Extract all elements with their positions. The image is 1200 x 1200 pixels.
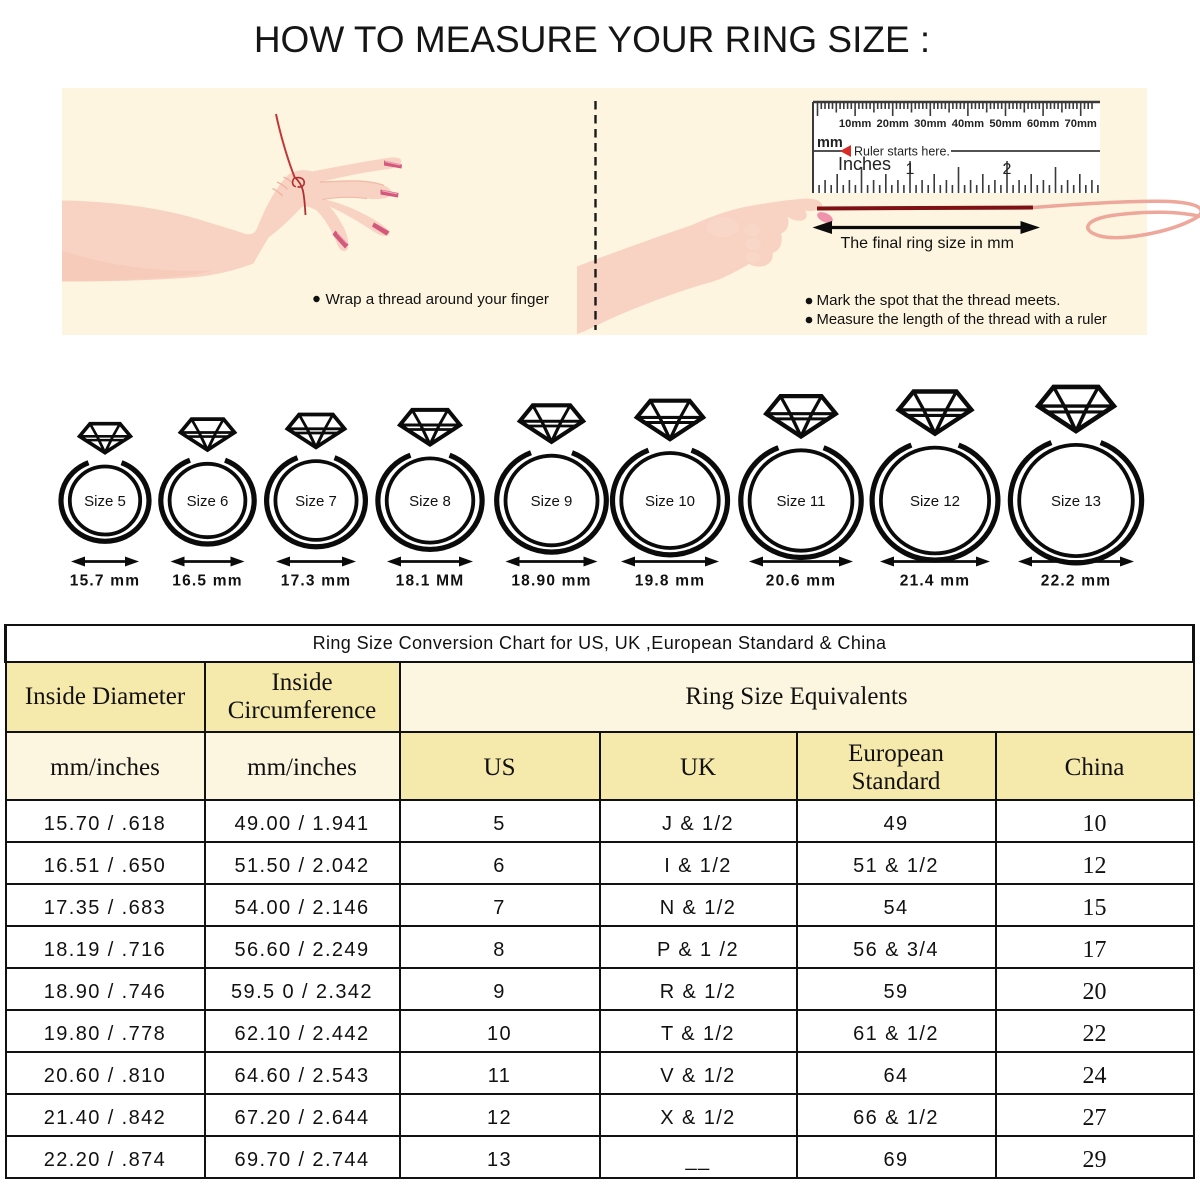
svg-text:Size 6: Size 6 — [187, 493, 229, 510]
svg-text:Mark the spot that the thread: Mark the spot that the thread meets. — [817, 292, 1061, 309]
svg-text:1: 1 — [906, 161, 915, 178]
svg-text:Size 10: Size 10 — [645, 493, 695, 510]
svg-text:Measure the length of the thre: Measure the length of the thread with a … — [817, 312, 1107, 328]
svg-text:Ruler starts here.: Ruler starts here. — [854, 145, 950, 159]
svg-text:16.5 mm: 16.5 mm — [172, 573, 242, 590]
svg-text:20mm: 20mm — [877, 118, 909, 130]
svg-text:Size 13: Size 13 — [1051, 493, 1101, 510]
svg-text:Size 11: Size 11 — [777, 493, 826, 510]
svg-text:The final ring size in mm: The final ring size in mm — [841, 235, 1014, 252]
svg-text:10mm: 10mm — [839, 118, 871, 130]
svg-text:30mm: 30mm — [914, 118, 946, 130]
svg-text:Size 7: Size 7 — [295, 493, 337, 510]
svg-text:20.6 mm: 20.6 mm — [766, 573, 836, 590]
svg-text:22.2 mm: 22.2 mm — [1041, 573, 1111, 590]
svg-text:18.90 mm: 18.90 mm — [511, 573, 591, 590]
svg-text:Size 5: Size 5 — [84, 493, 126, 510]
svg-text:19.8 mm: 19.8 mm — [635, 573, 705, 590]
svg-text:17.3 mm: 17.3 mm — [281, 573, 351, 590]
svg-text:18.1 MM: 18.1 MM — [396, 573, 465, 590]
svg-text:60mm: 60mm — [1027, 118, 1059, 130]
svg-text:70mm: 70mm — [1065, 118, 1097, 130]
svg-text:50mm: 50mm — [989, 118, 1021, 130]
svg-text:Size 9: Size 9 — [531, 493, 573, 510]
svg-text:Size 8: Size 8 — [409, 493, 451, 510]
svg-text:15.7 mm: 15.7 mm — [70, 573, 140, 590]
svg-text:21.4 mm: 21.4 mm — [900, 573, 970, 590]
svg-text:Size 12: Size 12 — [910, 493, 960, 510]
svg-text:40mm: 40mm — [952, 118, 984, 130]
svg-text:mm: mm — [817, 135, 843, 151]
svg-text:Inches: Inches — [838, 154, 891, 174]
svg-text:2: 2 — [1003, 161, 1012, 178]
svg-text:Wrap a thread around your fing: Wrap a thread around your finger — [326, 291, 549, 308]
